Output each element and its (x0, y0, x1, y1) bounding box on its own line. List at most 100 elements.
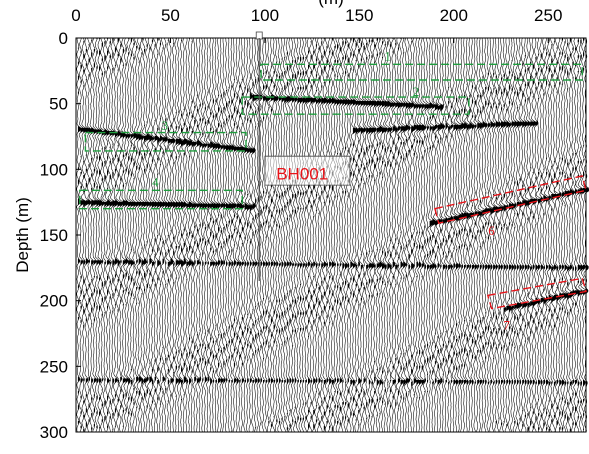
trace-positive-fill (540, 175, 542, 179)
trace-positive-fill (358, 304, 360, 306)
trace-positive-fill (384, 264, 387, 270)
trace-positive-fill (223, 107, 225, 111)
trace-positive-fill (403, 353, 405, 355)
seismic-trace (290, 37, 296, 433)
trace-positive-fill (360, 264, 363, 270)
annotation-label-1: 1 (384, 48, 391, 63)
trace-positive-fill (538, 82, 540, 86)
trace-positive-fill (257, 302, 259, 306)
trace-positive-fill (506, 318, 508, 322)
trace-positive-fill (569, 203, 571, 206)
trace-positive-fill (527, 380, 530, 385)
trace-positive-fill (479, 123, 483, 130)
trace-positive-fill (490, 208, 494, 215)
trace-positive-fill (355, 164, 357, 168)
trace-positive-fill (130, 201, 134, 207)
trace-positive-fill (326, 45, 328, 49)
trace-positive-fill (231, 115, 233, 119)
trace-positive-fill (535, 326, 537, 332)
trace-positive-fill (122, 290, 125, 294)
trace-positive-fill (310, 55, 312, 61)
trace-positive-fill (355, 149, 357, 153)
trace-positive-fill (265, 192, 267, 194)
trace-positive-fill (413, 104, 417, 109)
trace-positive-fill (379, 397, 381, 401)
trace-positive-fill (477, 80, 479, 83)
trace-positive-fill (543, 408, 545, 412)
trace-positive-fill (551, 419, 553, 423)
trace-positive-fill (379, 172, 381, 176)
trace-positive-fill (366, 178, 368, 180)
trace-positive-fill (154, 389, 156, 393)
trace-positive-fill (212, 354, 215, 360)
trace-positive-fill (567, 88, 568, 90)
trace-positive-fill (223, 346, 225, 350)
seismic-trace (242, 37, 248, 433)
trace-positive-fill (440, 137, 442, 141)
trace-positive-fill (178, 138, 182, 146)
trace-positive-fill (112, 187, 114, 190)
trace-positive-fill (247, 194, 249, 196)
trace-positive-fill (122, 425, 124, 428)
trace-positive-fill (416, 380, 420, 385)
trace-positive-fill (236, 216, 238, 220)
trace-positive-fill (215, 113, 217, 119)
trace-positive-fill (522, 334, 524, 336)
trace-positive-fill (540, 264, 544, 270)
trace-positive-fill (189, 126, 191, 130)
trace-positive-fill (352, 69, 354, 72)
trace-positive-fill (442, 264, 446, 270)
trace-positive-fill (355, 255, 357, 258)
trace-positive-fill (273, 71, 275, 75)
trace-positive-fill (519, 72, 521, 78)
trace-positive-fill (511, 102, 513, 106)
seismic-trace (120, 37, 127, 433)
trace-positive-fill (218, 214, 219, 217)
trace-positive-fill (149, 47, 151, 51)
trace-positive-fill (167, 235, 169, 237)
trace-positive-fill (445, 217, 449, 224)
trace-positive-fill (331, 293, 333, 297)
trace-positive-fill (189, 201, 193, 209)
trace-positive-fill (522, 93, 524, 98)
trace-positive-fill (474, 86, 476, 90)
trace-positive-fill (247, 378, 249, 384)
trace-positive-fill (149, 201, 153, 207)
trace-positive-fill (395, 252, 397, 256)
trace-positive-fill (561, 277, 563, 281)
trace-positive-fill (236, 321, 238, 325)
trace-positive-fill (464, 264, 466, 270)
trace-positive-fill (471, 370, 473, 373)
trace-positive-fill (175, 126, 177, 130)
trace-positive-fill (318, 422, 320, 426)
trace-positive-fill (202, 222, 204, 228)
trace-positive-fill (432, 145, 434, 149)
trace-positive-fill (490, 264, 493, 270)
trace-positive-fill (532, 121, 536, 127)
trace-positive-fill (548, 309, 550, 313)
trace-positive-fill (83, 324, 85, 328)
trace-positive-fill (144, 135, 148, 142)
trace-positive-fill (347, 149, 349, 153)
trace-positive-fill (99, 260, 102, 265)
trace-positive-fill (297, 86, 299, 90)
trace-positive-fill (339, 406, 341, 412)
trace-positive-fill (337, 44, 339, 49)
trace-positive-fill (170, 258, 174, 265)
trace-positive-fill (485, 326, 487, 332)
trace-positive-fill (485, 236, 486, 239)
trace-positive-fill (516, 121, 521, 128)
seismic-trace (530, 37, 537, 433)
trace-positive-fill (228, 326, 230, 330)
trace-positive-fill (144, 288, 145, 292)
trace-positive-fill (99, 305, 100, 311)
trace-positive-fill (83, 400, 85, 404)
trace-positive-fill (464, 108, 466, 114)
trace-positive-fill (297, 416, 299, 421)
trace-positive-fill (421, 156, 423, 160)
trace-positive-fill (403, 126, 407, 133)
trace-positive-fill (516, 422, 518, 426)
annotation-label-2: 2 (413, 84, 420, 99)
trace-positive-fill (130, 380, 133, 385)
trace-positive-fill (212, 99, 214, 105)
